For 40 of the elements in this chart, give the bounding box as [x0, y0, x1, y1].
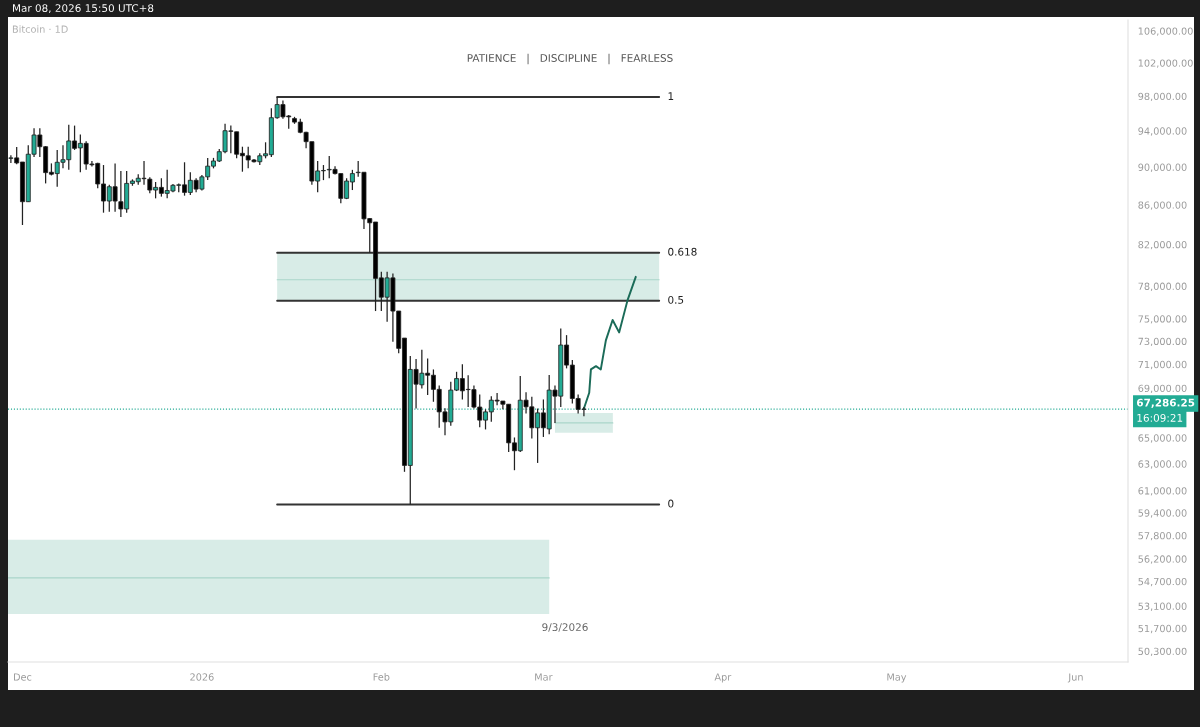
y-tick-label: 94,000.00 — [1138, 127, 1187, 136]
y-tick-label: 78,000.00 — [1138, 282, 1187, 291]
x-tick-label: Jun — [1067, 673, 1083, 683]
y-tick-label: 82,000.00 — [1138, 241, 1187, 250]
y-tick-label: 61,000.00 — [1138, 487, 1187, 496]
y-tick-label: 63,000.00 — [1138, 460, 1187, 469]
y-tick-label: 65,000.00 — [1138, 434, 1187, 443]
ref-line-label: 67,286.25 — [1136, 398, 1195, 408]
series-label: 0.5 — [668, 295, 684, 304]
annotation: Bitcoin · 1D — [12, 25, 68, 33]
text: 16:09:21 — [1137, 413, 1183, 422]
series-label: 0 — [668, 499, 674, 508]
x-tick-label: Apr — [714, 673, 732, 683]
x-tick-label: Feb — [373, 673, 390, 681]
y-tick-label: 90,000.00 — [1138, 163, 1187, 172]
y-tick-label: 53,100.00 — [1138, 602, 1187, 611]
y-tick-label: 57,800.00 — [1138, 532, 1187, 541]
text: Mar 08, 2026 15:50 UTC+8 — [13, 4, 154, 14]
line-series — [582, 275, 637, 410]
x-tick-label: Dec — [14, 673, 32, 681]
y-tick-label: 50,300.00 — [1138, 647, 1187, 656]
series-label: 1 — [668, 92, 674, 100]
y-tick-label: 69,000.00 — [1138, 384, 1187, 393]
y-tick-label: 56,200.00 — [1138, 555, 1187, 564]
y-tick-label: 102,000.00 — [1138, 59, 1193, 68]
annotation: 9/3/2026 — [542, 623, 588, 632]
y-tick-label: 73,000.00 — [1138, 337, 1187, 347]
x-tick-label: 2026 — [190, 673, 214, 681]
y-tick-label: 71,000.00 — [1138, 360, 1187, 370]
y-tick-label: 106,000.00 — [1138, 27, 1193, 36]
y-tick-label: 54,700.00 — [1138, 577, 1187, 587]
y-tick-label: 75,000.00 — [1138, 315, 1187, 324]
y-tick-label: 51,700.00 — [1138, 624, 1187, 634]
y-tick-label: 98,000.00 — [1138, 92, 1187, 102]
y-tick-label: 59,400.00 — [1138, 509, 1187, 518]
text: PATIENCE | DISCIPLINE | FEARLESS — [467, 53, 673, 65]
series-label: 0.618 — [668, 247, 697, 256]
y-tick-label: 86,000.00 — [1138, 201, 1187, 210]
x-tick-label: Mar — [535, 673, 553, 681]
x-tick-label: May — [887, 673, 907, 683]
